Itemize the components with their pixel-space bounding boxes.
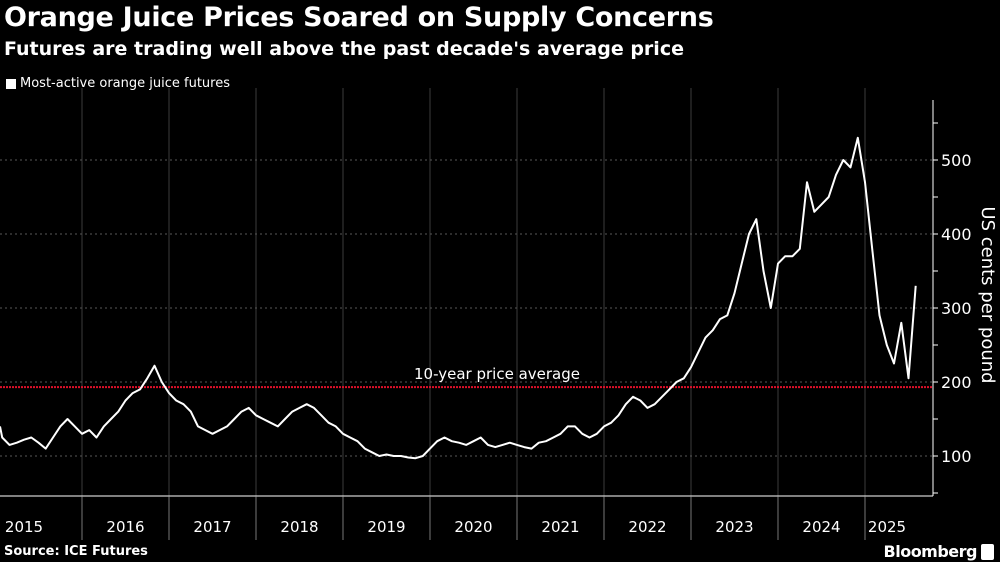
- legend-label: Most-active orange juice futures: [20, 76, 230, 91]
- y-axis-label: US cents per pound: [977, 206, 998, 383]
- series-line: [0, 136, 917, 460]
- x-tick-label: 2021: [541, 518, 579, 536]
- source-note: Source: ICE Futures: [4, 544, 148, 559]
- brand-logo: Bloomberg: [884, 542, 994, 561]
- average-label: 10-year price average: [414, 365, 580, 383]
- x-tick-label: 2022: [628, 518, 666, 536]
- brand-text: Bloomberg: [883, 542, 978, 561]
- x-tick-label: 2018: [280, 518, 318, 536]
- y-tick-label: 500: [941, 151, 972, 170]
- x-tick-label: 2023: [715, 518, 753, 536]
- x-tick-label: 2020: [454, 518, 492, 536]
- x-tick-label: 2024: [802, 518, 840, 536]
- y-tick-label: 300: [941, 299, 972, 318]
- x-tick-label: 2015: [5, 518, 43, 536]
- bloomberg-icon: [981, 543, 994, 560]
- chart-title: Orange Juice Prices Soared on Supply Con…: [4, 2, 714, 33]
- y-tick-label: 200: [941, 373, 972, 392]
- y-tick-label: 100: [941, 447, 972, 466]
- x-tick-label: 2016: [106, 518, 144, 536]
- x-tick-label: 2019: [367, 518, 405, 536]
- x-tick-label: 2025: [868, 518, 906, 536]
- x-tick-label: 2017: [193, 518, 231, 536]
- chart-subtitle: Futures are trading well above the past …: [4, 38, 684, 60]
- legend: Most-active orange juice futures: [6, 76, 230, 91]
- legend-swatch: [6, 78, 16, 89]
- y-tick-label: 400: [941, 225, 972, 244]
